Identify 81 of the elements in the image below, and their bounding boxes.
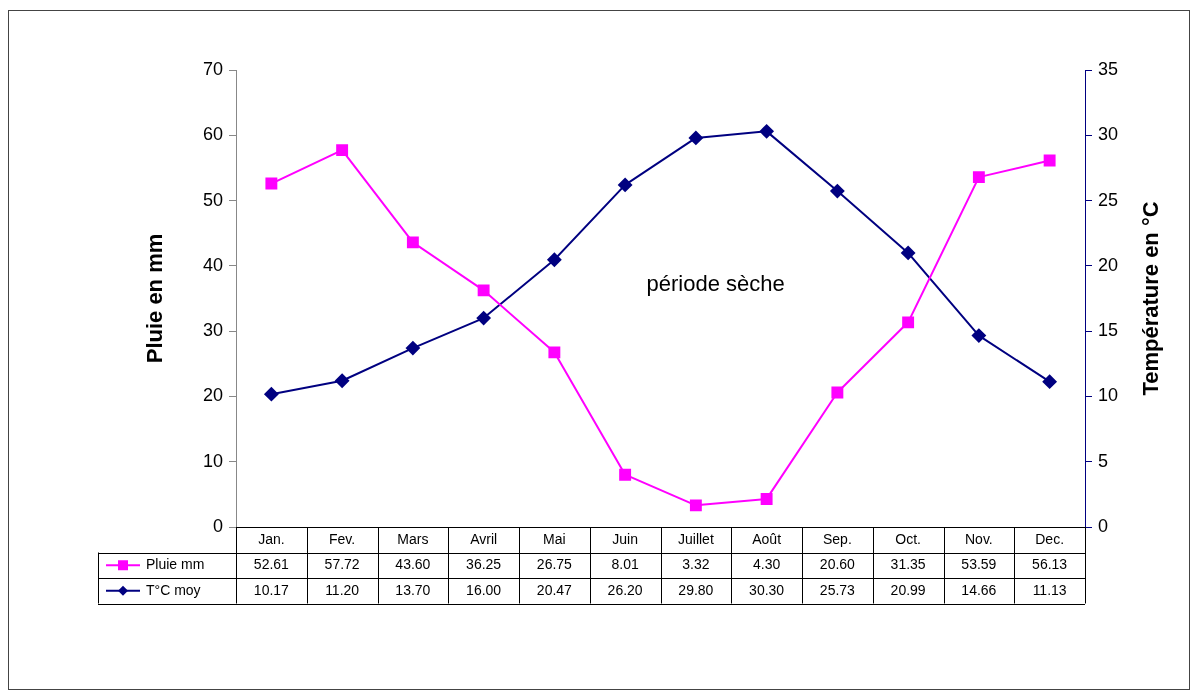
y2-tick-label: 35 [1098,58,1119,79]
data-label: 20.99 [890,581,926,598]
data-label: 11.20 [325,581,360,598]
point [689,499,702,512]
point [336,144,349,157]
point [972,171,985,184]
point [830,184,845,199]
data-label: 30.30 [749,581,785,598]
point [477,284,490,297]
data-label: 36.25 [466,556,502,573]
point [831,386,844,399]
y-tick-label: 0 [212,515,223,536]
y2-tick-label: 20 [1098,254,1119,275]
y2-tick-label: 0 [1098,515,1109,536]
x-tick-label: Nov. [965,530,993,547]
point [760,492,773,505]
point [902,316,915,329]
point [618,177,633,192]
point [405,341,420,356]
data-label: 53.59 [961,556,997,573]
y-tick-label: 70 [202,58,223,79]
data-label: 26.75 [536,556,573,573]
y-tick-label: 50 [202,189,223,210]
point [335,373,350,388]
data-label: 10.17 [253,581,290,598]
y-tick-label: 10 [202,450,223,471]
point [1043,154,1056,167]
data-label: 20.47 [536,581,573,598]
legend-label: T°C moy [146,581,201,598]
x-tick-label: Jan. [258,530,285,547]
data-label: 56.13 [1032,556,1068,573]
point [265,177,278,190]
data-label: 25.73 [819,581,856,598]
y2-tick-label: 5 [1098,450,1109,471]
data-label: 20.60 [819,556,856,573]
point [688,130,703,145]
data-label: 4.30 [753,556,781,573]
y-tick-label: 40 [202,254,223,275]
point [264,387,279,402]
point [547,252,562,267]
y-tick-label: 60 [202,124,223,145]
x-tick-label: Mai [543,530,566,547]
data-label: 3.32 [682,556,710,573]
point [759,124,774,139]
data-label: 11.13 [1032,581,1067,598]
x-tick-label: Août [752,530,782,547]
data-label: 16.00 [466,581,502,598]
data-label: 8.01 [611,556,639,573]
y-tick-label: 20 [202,385,223,406]
x-tick-label: Juillet [677,530,714,547]
point [1042,374,1057,389]
y2-tick-label: 15 [1098,320,1119,341]
y-axis-title: Pluie en mm [142,233,168,364]
y2-axis-title: Température en °C [1138,201,1164,396]
data-label: 26.20 [607,581,643,598]
point [971,328,986,343]
y2-tick-label: 25 [1098,189,1119,210]
y2-tick-label: 10 [1098,385,1119,406]
annotation: période sèche [646,270,785,296]
x-tick-label: Avril [470,530,498,547]
data-label: 31.35 [890,556,926,573]
data-label: 13.70 [395,581,431,598]
x-tick-label: Sep. [822,530,852,547]
x-tick-label: Dec. [1035,530,1065,547]
x-tick-label: Juin [612,530,638,547]
data-label: 52.61 [253,556,290,573]
point [548,346,561,359]
point [619,468,632,481]
y-tick-label: 30 [202,320,223,341]
data-label: 57.72 [324,556,360,573]
point [406,236,419,249]
legend-label: Pluie mm [146,556,205,573]
x-tick-label: Fev. [329,530,356,547]
y2-tick-label: 30 [1098,124,1119,145]
point [901,245,916,260]
point [476,311,491,326]
x-tick-label: Oct. [895,530,921,547]
data-label: 29.80 [678,581,714,598]
data-label: 43.60 [395,556,431,573]
x-tick-label: Mars [397,530,429,547]
data-label: 14.66 [961,581,997,598]
